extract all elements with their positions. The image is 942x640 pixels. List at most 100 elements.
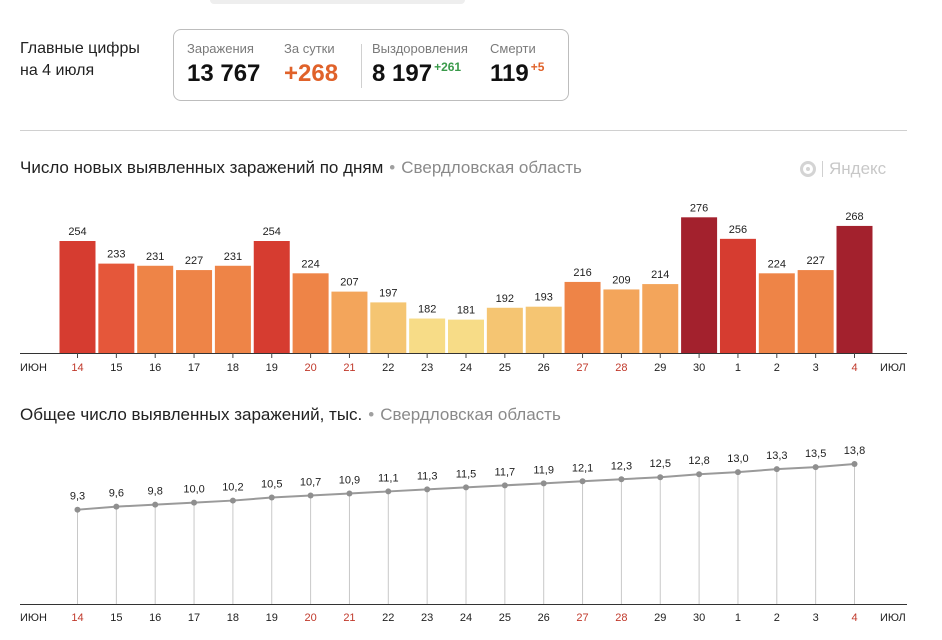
x-tick-label: 3	[813, 612, 819, 624]
x-tick-label: 2	[774, 612, 780, 624]
bar	[448, 319, 484, 353]
data-point	[152, 501, 159, 508]
x-tick-label: 30	[693, 612, 705, 624]
data-value-label: 10,0	[183, 484, 204, 496]
bar-value-label: 224	[301, 258, 319, 270]
x-tick-label: 23	[421, 612, 433, 624]
x-tick-label: 19	[266, 612, 278, 624]
month-label-start: ИЮН	[20, 362, 47, 374]
bar-value-label: 227	[185, 255, 203, 267]
total-chart-title: Общее число выявленных заражений, тыс. • С…	[20, 405, 561, 425]
bar-value-label: 214	[651, 269, 669, 281]
x-tick-label: 25	[499, 612, 511, 624]
x-tick-label: 14	[71, 612, 83, 624]
x-tick-label: 15	[110, 612, 122, 624]
stat-deaths-value: 119	[490, 60, 529, 87]
data-point	[696, 471, 703, 478]
x-tick-label: 27	[576, 612, 588, 624]
x-tick-label: 16	[149, 612, 161, 624]
bar	[292, 273, 329, 353]
bar-value-label: 231	[146, 251, 164, 263]
data-value-label: 13,5	[805, 448, 826, 460]
x-tick-label: 30	[693, 362, 705, 374]
top-shadow	[210, 0, 465, 4]
x-tick-label: 23	[421, 362, 433, 374]
bar	[370, 302, 407, 353]
bar	[797, 270, 834, 353]
yandex-logo-text: Яндекс	[829, 159, 887, 178]
x-tick-label: 20	[304, 612, 316, 624]
bar	[176, 270, 213, 353]
data-point	[734, 469, 741, 476]
x-tick-label: 2	[774, 362, 780, 374]
bar	[253, 241, 290, 353]
stat-deaths-label: Смерти	[490, 41, 536, 56]
month-label-end: ИЮЛ	[880, 612, 906, 624]
x-tick-label: 24	[460, 612, 472, 624]
x-tick-label: 18	[227, 362, 239, 374]
data-value-label: 9,8	[148, 486, 163, 498]
stat-daily-value: +268	[284, 60, 339, 87]
stat-deaths: Смерти 119 +5	[490, 41, 544, 88]
data-point	[74, 506, 81, 513]
x-tick-label: 14	[71, 362, 83, 374]
bar-value-label: 227	[806, 255, 824, 267]
data-value-label: 12,8	[688, 455, 709, 467]
bar-value-label: 182	[418, 304, 436, 316]
x-tick-label: 26	[538, 362, 550, 374]
bar-value-label: 254	[68, 226, 86, 238]
bar	[564, 281, 601, 353]
stat-infections: Заражения 13 767	[187, 41, 260, 88]
stat-deaths-delta: +5	[530, 60, 545, 74]
x-tick-label: 27	[576, 362, 588, 374]
bar-value-label: 216	[573, 267, 591, 279]
data-point	[657, 474, 664, 481]
total-chart-title-text: Общее число выявленных заражений, тыс.	[20, 405, 363, 424]
bar-value-label: 197	[379, 287, 397, 299]
stat-deaths-value-wrap: 119 +5	[490, 60, 544, 88]
bar	[642, 284, 679, 353]
month-label-start: ИЮН	[20, 612, 47, 624]
bar-value-label: 181	[457, 305, 475, 317]
data-value-label: 13,8	[844, 445, 865, 457]
daily-chart-title-text: Число новых выявленных заражений по дням	[20, 158, 384, 177]
x-tick-label: 21	[343, 612, 355, 624]
x-tick-label: 26	[538, 612, 550, 624]
data-value-label: 12,1	[572, 462, 593, 474]
bar-value-label: 231	[224, 251, 242, 263]
bar-value-label: 224	[768, 258, 786, 270]
data-point	[385, 488, 392, 495]
stat-daily: За сутки +268	[284, 41, 338, 88]
data-point	[229, 497, 236, 504]
x-tick-label: 22	[382, 362, 394, 374]
data-point	[501, 482, 508, 489]
bar-value-label: 193	[535, 292, 553, 304]
data-value-label: 11,7	[495, 466, 516, 478]
x-tick-label: 4	[851, 612, 857, 624]
data-point	[851, 461, 858, 468]
daily-chart-region: Свердловская область	[401, 158, 582, 177]
data-point	[812, 464, 819, 471]
bar	[681, 217, 718, 353]
data-value-label: 10,9	[339, 474, 360, 486]
total-chart-region: Свердловская область	[380, 405, 561, 424]
data-value-label: 13,0	[727, 453, 748, 465]
stat-infections-value: 13 767	[187, 60, 261, 87]
daily-chart-title: Число новых выявленных заражений по дням…	[20, 158, 582, 178]
headline-line2: на 4 июля	[20, 62, 95, 79]
bar	[409, 318, 446, 353]
x-tick-label: 17	[188, 362, 200, 374]
yandex-logo: Яндекс	[800, 158, 886, 180]
x-tick-label: 29	[654, 612, 666, 624]
bar	[59, 241, 96, 353]
x-tick-label: 17	[188, 612, 200, 624]
bar	[98, 263, 135, 353]
headline-line1: Главные цифры	[20, 40, 140, 57]
data-point	[618, 476, 625, 483]
stats-panel: Заражения 13 767 За сутки +268 Выздоровл…	[173, 29, 569, 101]
data-point	[307, 492, 314, 499]
data-value-label: 9,3	[70, 491, 85, 503]
x-tick-label: 20	[304, 362, 316, 374]
bar-value-label: 207	[340, 277, 358, 289]
stat-daily-label: За сутки	[284, 41, 335, 56]
